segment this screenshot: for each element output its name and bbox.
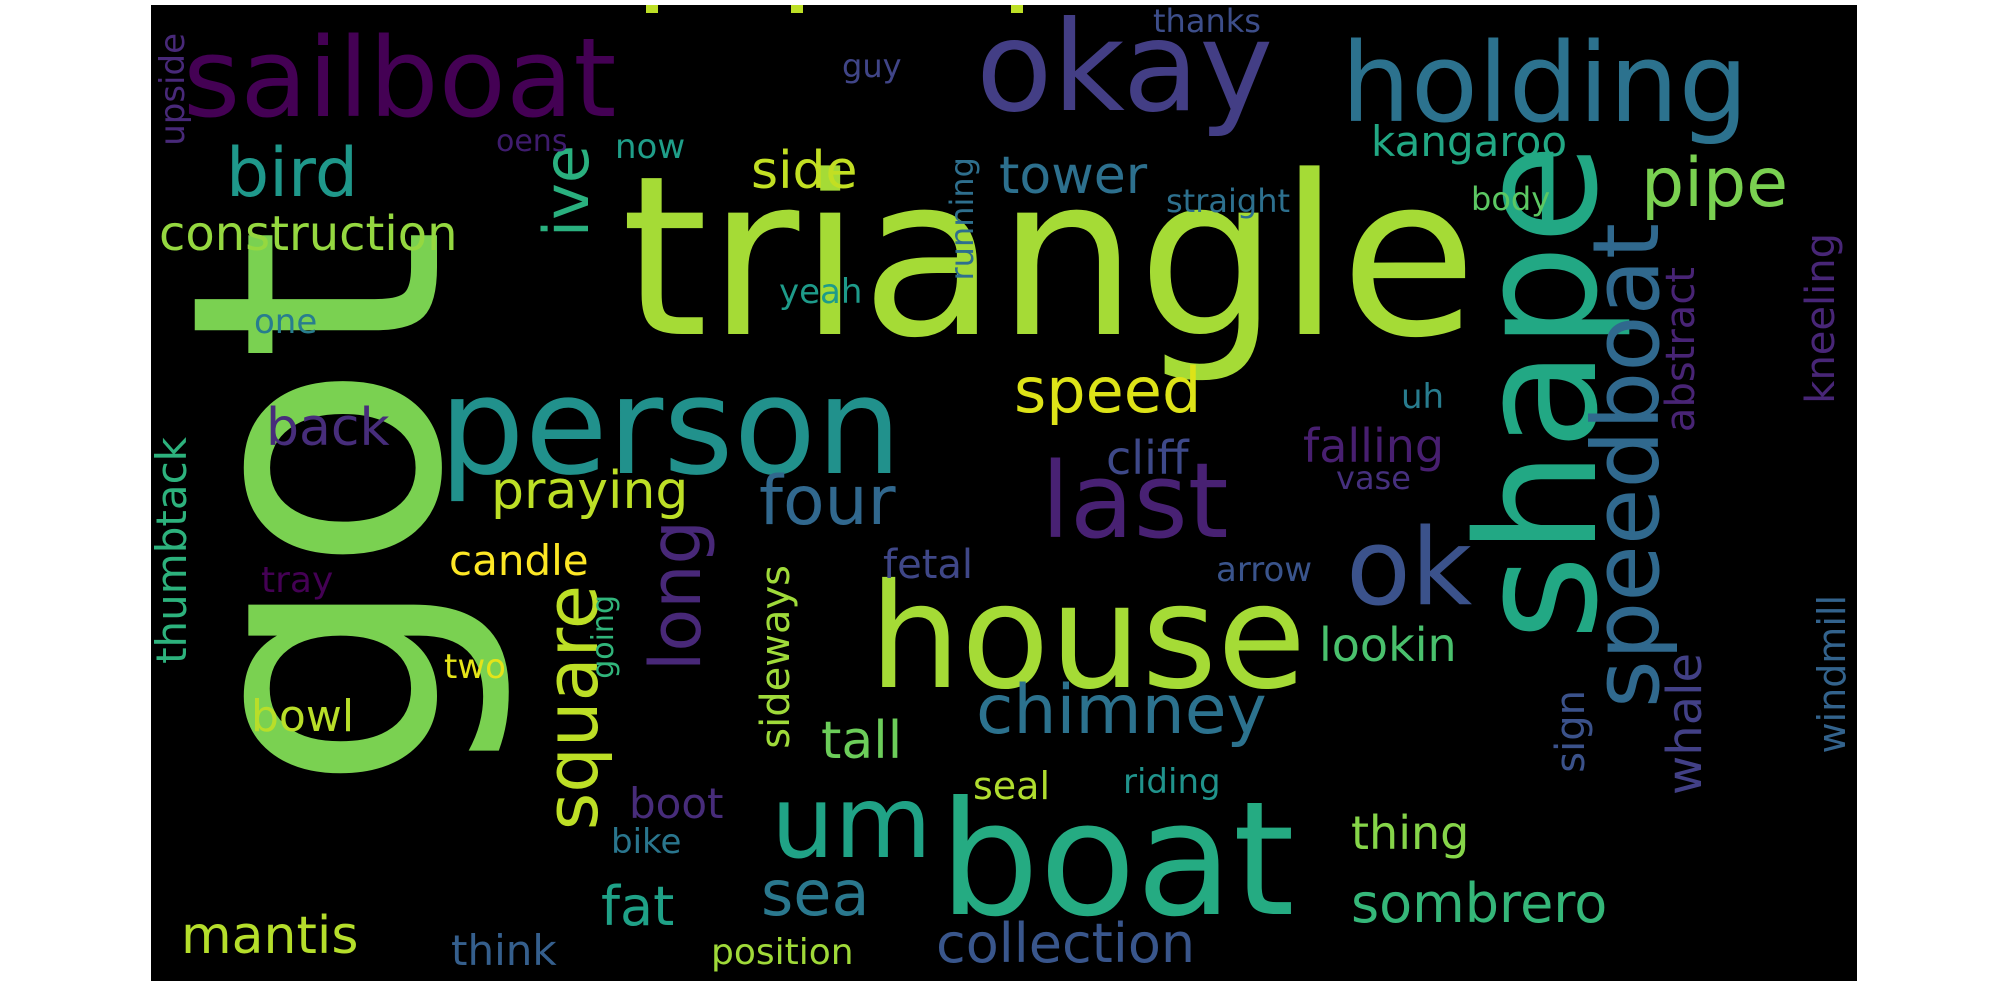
word-tall: tall: [821, 711, 903, 771]
word-praying: praying: [491, 461, 689, 521]
word-mantis: mantis: [181, 906, 359, 966]
word-sign: sign: [1548, 690, 1594, 773]
word-yeah: yeah: [779, 272, 863, 312]
word-fat: fat: [601, 875, 675, 938]
word-candle: candle: [449, 536, 589, 585]
word-person: person: [439, 348, 902, 505]
word-thing: thing: [1351, 806, 1470, 860]
word-triangle: triangle: [621, 129, 1477, 387]
word-tray: tray: [261, 560, 334, 601]
word-upside: upside: [153, 33, 193, 146]
word-okay: okay: [976, 5, 1274, 140]
word-fetal: fetal: [883, 542, 973, 588]
clipped-word-fragment: [791, 5, 803, 13]
word-falling: falling: [1303, 419, 1445, 473]
word-riding: riding: [1123, 762, 1221, 802]
clipped-word-fragment: [1011, 5, 1023, 13]
word-thumbtack: thumbtack: [151, 437, 196, 664]
word-back: back: [266, 398, 390, 458]
word-four: four: [759, 462, 896, 541]
word-running: running: [943, 157, 981, 281]
word-thanks: thanks: [1153, 5, 1261, 40]
word-ok: ok: [1346, 506, 1473, 629]
word-bowl: bowl: [251, 691, 355, 742]
word-seal: seal: [973, 764, 1051, 808]
word-pipe: pipe: [1641, 144, 1789, 223]
word-oens: oens: [496, 124, 568, 159]
word-two: two: [444, 647, 506, 687]
word-side: side: [751, 141, 858, 201]
word-sailboat: sailboat: [183, 14, 617, 142]
word-boat: boat: [939, 768, 1295, 952]
word-cloud: got triangle shape boat house person oka…: [151, 5, 1857, 981]
word-speed: speed: [1014, 354, 1202, 427]
word-think: think: [451, 926, 557, 975]
word-long: long: [635, 520, 717, 672]
word-lookin: lookin: [1319, 618, 1457, 672]
word-one: one: [254, 302, 318, 342]
word-going: going: [586, 595, 621, 679]
word-chimney: chimney: [976, 671, 1267, 750]
word-arrow: arrow: [1216, 550, 1313, 590]
word-cliff: cliff: [1106, 431, 1189, 485]
word-body: body: [1471, 180, 1551, 218]
word-holding: holding: [1341, 19, 1749, 147]
word-house: house: [869, 553, 1307, 722]
word-tower: tower: [999, 146, 1148, 206]
word-sideways: sideways: [753, 565, 799, 749]
word-bird: bird: [226, 134, 358, 213]
word-position: position: [711, 932, 854, 973]
word-uh: uh: [1401, 377, 1445, 417]
word-construction: construction: [159, 206, 458, 262]
word-now: now: [615, 127, 686, 167]
word-abstract: abstract: [1658, 267, 1704, 433]
word-bike: bike: [611, 822, 682, 862]
word-straight: straight: [1166, 182, 1291, 220]
word-sombrero: sombrero: [1351, 872, 1608, 935]
word-um: um: [771, 764, 932, 881]
word-kangaroo: kangaroo: [1371, 117, 1568, 166]
word-last: last: [1041, 440, 1229, 562]
word-whale: whale: [1657, 653, 1713, 795]
word-boot: boot: [629, 779, 724, 828]
word-vase: vase: [1336, 459, 1411, 497]
word-kneeling: kneeling: [1798, 233, 1844, 404]
word-guy: guy: [842, 47, 902, 85]
clipped-word-fragment: [646, 5, 658, 13]
word-collection: collection: [936, 912, 1196, 975]
word-windmill: windmill: [1810, 595, 1854, 754]
word-sea: sea: [761, 857, 870, 930]
